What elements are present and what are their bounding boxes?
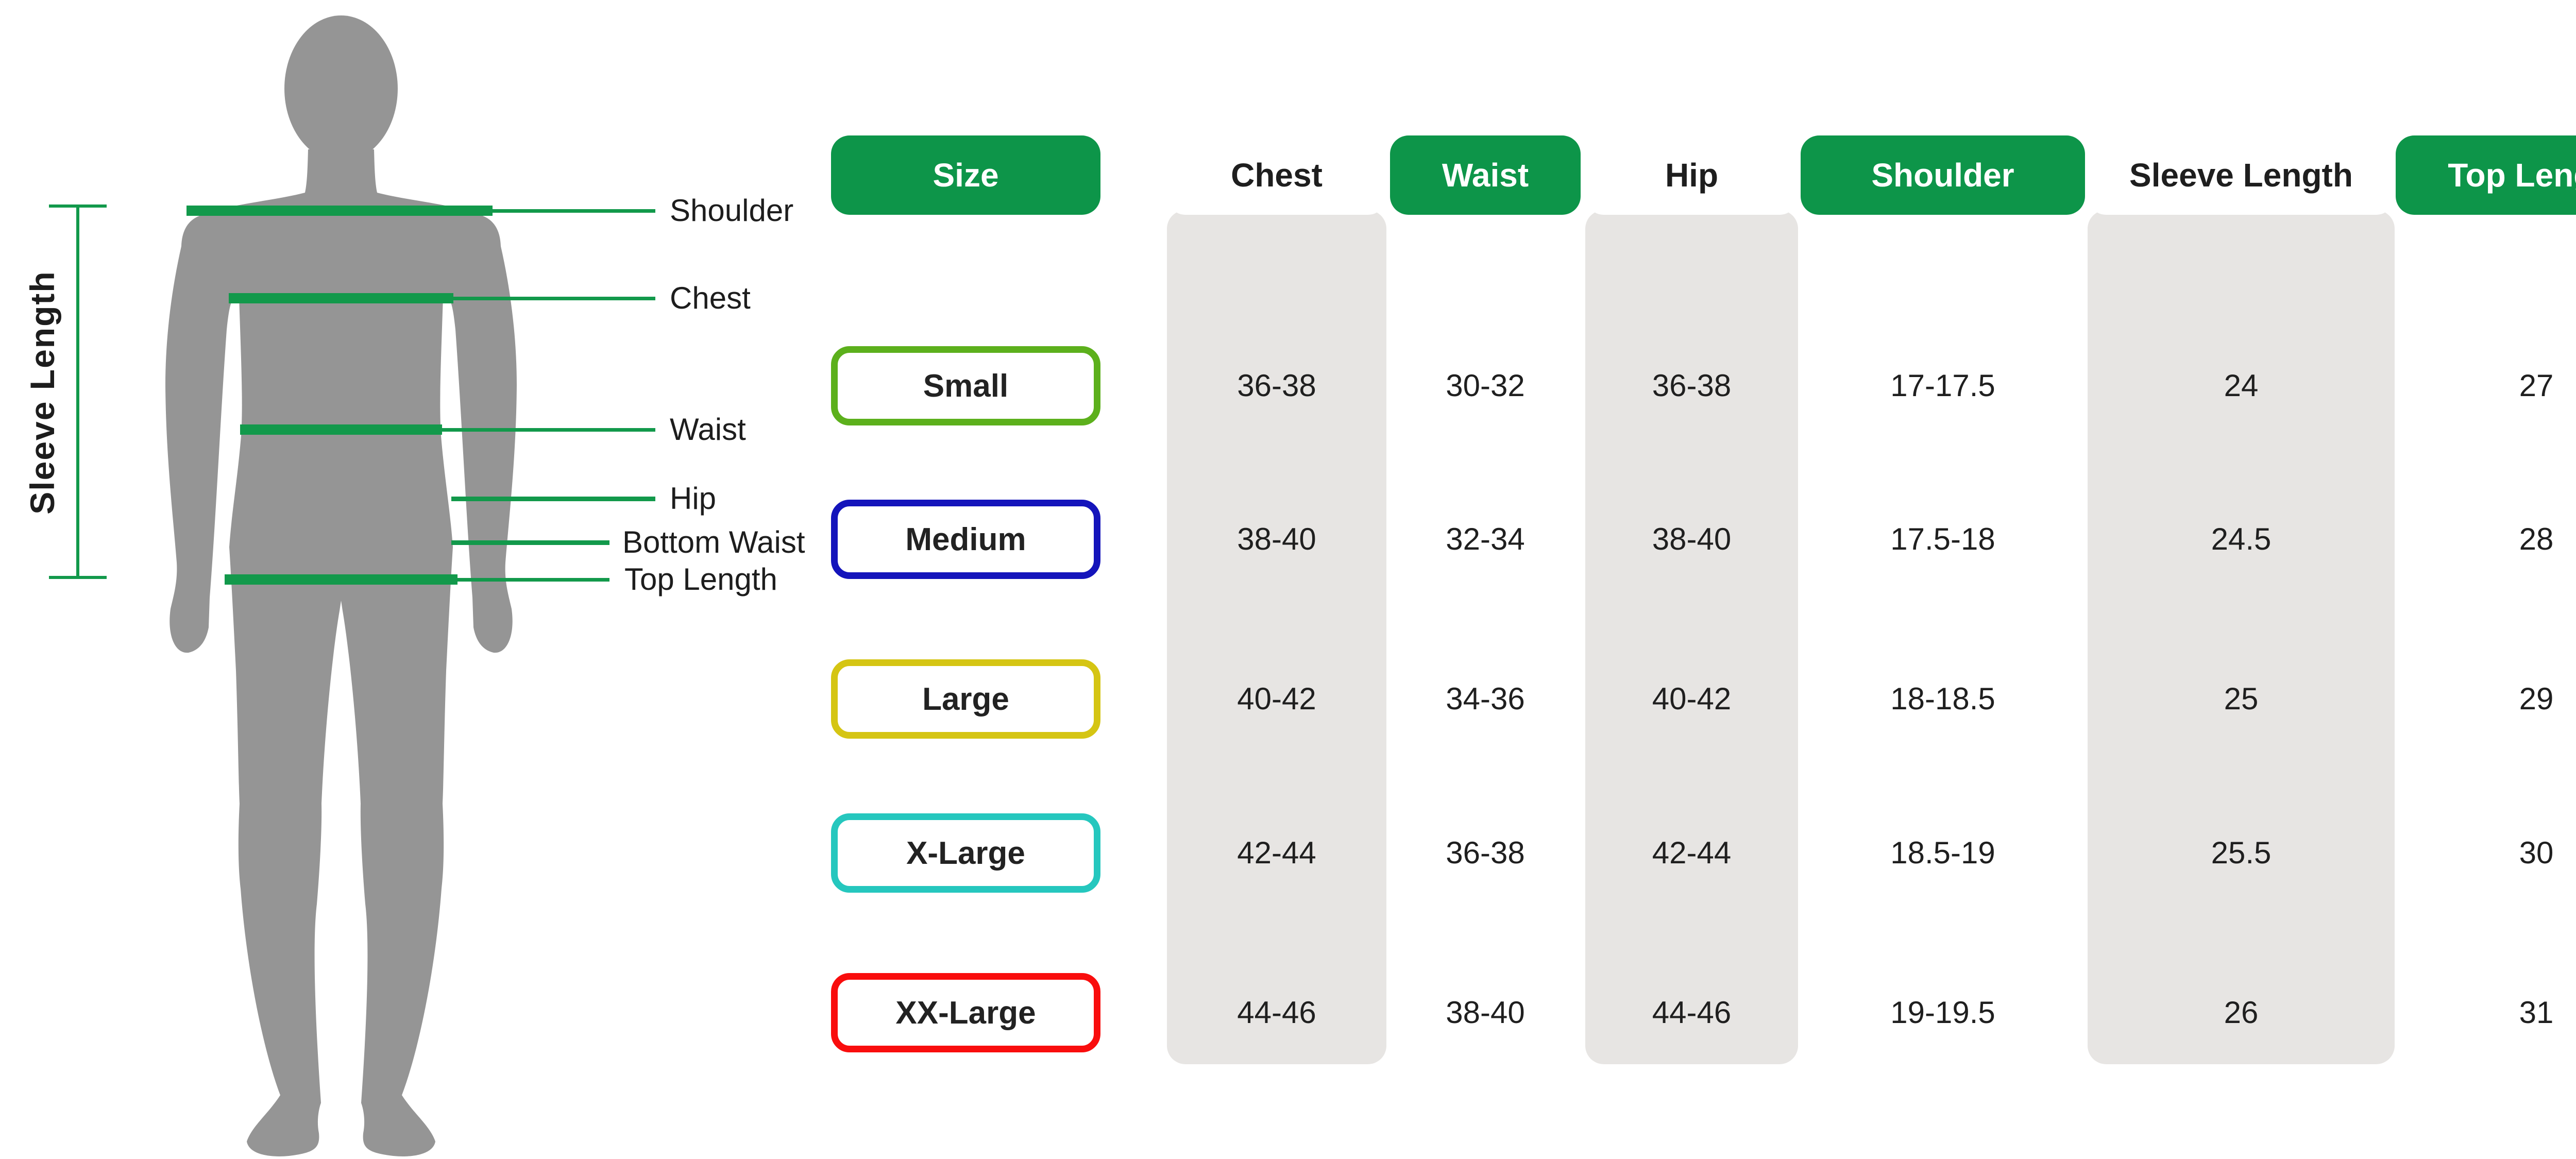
- column-header-waist: Waist: [1390, 135, 1581, 215]
- table-cell: 42-44: [1237, 836, 1316, 870]
- table-cell: 28: [2519, 522, 2554, 556]
- table-cell: 31: [2519, 995, 2554, 1030]
- table-cell: 36-38: [1652, 368, 1732, 403]
- column-header-shoulder: Shoulder: [1801, 135, 2085, 215]
- silhouette-body: [165, 149, 517, 1156]
- table-cell: 38-40: [1237, 522, 1316, 556]
- column-header-top-length: Top Length: [2396, 135, 2576, 215]
- table-cell: 34-36: [1446, 681, 1525, 716]
- table-cell: 36-38: [1237, 368, 1316, 403]
- table-cell: 18-18.5: [1890, 681, 1995, 716]
- table-cell: 24: [2224, 368, 2259, 403]
- column-hip: Hip 36-38 38-40 40-42 42-44 44-46: [1585, 0, 1798, 1159]
- human-silhouette: [165, 15, 517, 1156]
- size-button-xx-large[interactable]: XX-Large: [831, 973, 1100, 1052]
- table-cell: 36-38: [1446, 836, 1525, 870]
- column-sleeve-length: Sleeve Length 24 24.5 25 25.5 26: [2088, 0, 2395, 1159]
- table-cell: 18.5-19: [1890, 836, 1995, 870]
- bottom-waist-label: Bottom Waist: [622, 525, 805, 559]
- column-hip-background: [1585, 210, 1798, 1064]
- column-header-sleeve-length: Sleeve Length: [2088, 135, 2395, 215]
- table-cell: 42-44: [1652, 836, 1732, 870]
- table-cell: 38-40: [1446, 995, 1525, 1030]
- hip-label: Hip: [670, 481, 717, 516]
- table-cell: 44-46: [1652, 995, 1732, 1030]
- table-cell: 24.5: [2211, 522, 2272, 556]
- column-sleeve-length-background: [2088, 210, 2395, 1064]
- column-shoulder: Shoulder 17-17.5 17.5-18 18-18.5 18.5-19…: [1801, 0, 2085, 1159]
- table-cell: 19-19.5: [1890, 995, 1995, 1030]
- column-chest: Chest 36-38 38-40 40-42 42-44 44-46: [1167, 0, 1386, 1159]
- top-length-label: Top Length: [624, 562, 777, 596]
- table-cell: 32-34: [1446, 522, 1525, 556]
- sleeve-length-bottom-tick: [49, 576, 107, 579]
- column-chest-background: [1167, 210, 1386, 1064]
- table-cell: 25: [2224, 681, 2259, 716]
- body-measurement-figure: Shoulder Chest Waist Hip Bottom Waist To…: [0, 0, 876, 1159]
- size-button-large[interactable]: Large: [831, 659, 1100, 739]
- table-cell: 17-17.5: [1890, 368, 1995, 403]
- shoulder-label: Shoulder: [670, 193, 794, 228]
- column-header-size: Size: [831, 135, 1100, 215]
- column-waist: Waist 30-32 32-34 34-36 36-38 38-40: [1390, 0, 1581, 1159]
- table-cell: 29: [2519, 681, 2554, 716]
- table-cell: 40-42: [1237, 681, 1316, 716]
- table-cell: 40-42: [1652, 681, 1732, 716]
- table-cell: 44-46: [1237, 995, 1316, 1030]
- table-cell: 30: [2519, 836, 2554, 870]
- table-cell: 26: [2224, 995, 2259, 1030]
- table-cell: 38-40: [1652, 522, 1732, 556]
- size-button-small[interactable]: Small: [831, 346, 1100, 425]
- chest-label: Chest: [670, 281, 751, 315]
- column-size: Size Small Medium Large X-Large XX-Large: [831, 0, 1100, 1159]
- sleeve-length-top-tick: [49, 204, 107, 208]
- silhouette-head: [284, 15, 398, 162]
- sleeve-length-label: Sleeve Length: [23, 270, 61, 515]
- waist-label: Waist: [670, 412, 746, 447]
- size-button-medium[interactable]: Medium: [831, 500, 1100, 579]
- table-cell: 25.5: [2211, 836, 2272, 870]
- table-cell: 30-32: [1446, 368, 1525, 403]
- sleeve-length-line: [76, 206, 79, 578]
- size-button-x-large[interactable]: X-Large: [831, 813, 1100, 893]
- table-cell: 17.5-18: [1890, 522, 1995, 556]
- column-header-hip: Hip: [1585, 135, 1798, 215]
- table-cell: 27: [2519, 368, 2554, 403]
- column-top-length: Top Length 27 28 29 30 31: [2396, 0, 2576, 1159]
- column-header-chest: Chest: [1167, 135, 1386, 215]
